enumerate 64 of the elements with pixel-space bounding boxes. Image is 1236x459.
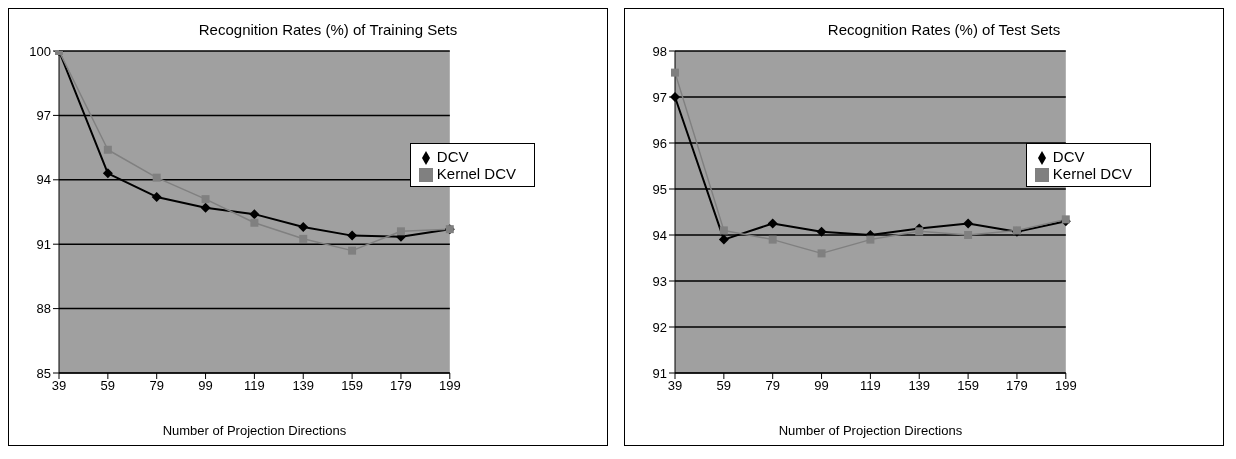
x-axis-title: Number of Projection Directions (162, 423, 347, 438)
legend-label: DCV (436, 148, 469, 165)
x-tick-label: 39 (51, 378, 67, 394)
point (866, 235, 875, 244)
x-tick-label: 159 (957, 378, 979, 394)
x-tick-label: 179 (1006, 378, 1028, 394)
x-tick-label: 79 (149, 378, 164, 394)
point (768, 235, 777, 244)
y-tick-label: 95 (652, 181, 667, 197)
y-tick-label: 91 (36, 236, 51, 252)
y-tick-label: 100 (29, 43, 51, 59)
point (298, 222, 309, 233)
legend-label: Kernel DCV (1052, 165, 1132, 183)
point (816, 226, 827, 237)
x-tick-label: 119 (860, 378, 881, 394)
x-tick-label: 99 (198, 378, 213, 394)
point (767, 218, 778, 229)
y-tick-label: 98 (652, 43, 667, 59)
point (963, 218, 974, 229)
point (249, 209, 260, 220)
y-tick-label: 92 (652, 319, 667, 335)
x-tick-label: 79 (765, 378, 780, 394)
y-tick-label: 94 (36, 172, 51, 188)
legend-label: Kernel DCV (436, 165, 516, 183)
point (250, 218, 259, 227)
x-tick-label: 39 (667, 378, 683, 394)
point (103, 145, 112, 154)
x-tick-label: 159 (341, 378, 363, 394)
y-tick-label: 97 (652, 89, 667, 105)
point (200, 202, 211, 213)
x-tick-label: 199 (1054, 378, 1077, 394)
point (348, 246, 357, 255)
point (817, 249, 826, 258)
y-tick-label: 96 (652, 135, 667, 151)
x-tick-label: 199 (438, 378, 461, 394)
y-tick-label: 97 (36, 108, 51, 124)
point (396, 227, 405, 236)
point (671, 68, 679, 77)
x-tick-label: 179 (390, 378, 412, 394)
point (299, 234, 308, 243)
chart-title: Recognition Rates (%) of Training Sets (197, 21, 459, 40)
x-tick-label: 139 (292, 378, 315, 394)
legend-label: DCV (1052, 148, 1085, 165)
x-axis-title: Number of Projection Directions (778, 423, 963, 438)
point (719, 226, 728, 235)
point (915, 227, 924, 236)
point (151, 191, 162, 202)
point (102, 168, 113, 179)
y-tick-label: 85 (36, 365, 51, 381)
point (718, 234, 729, 245)
chart-title: Recognition Rates (%) of Test Sets (826, 21, 1062, 40)
y-tick-label: 94 (652, 227, 667, 243)
x-tick-label: 59 (100, 378, 116, 394)
point (201, 195, 210, 204)
point (964, 231, 973, 239)
point (347, 230, 358, 241)
y-tick-label: 88 (36, 301, 51, 317)
point (152, 173, 161, 182)
x-tick-label: 119 (244, 378, 265, 394)
y-tick-label: 93 (652, 273, 667, 289)
x-tick-label: 59 (716, 378, 732, 394)
y-tick-label: 91 (652, 365, 667, 381)
x-tick-label: 99 (814, 378, 829, 394)
x-tick-label: 139 (908, 378, 931, 394)
